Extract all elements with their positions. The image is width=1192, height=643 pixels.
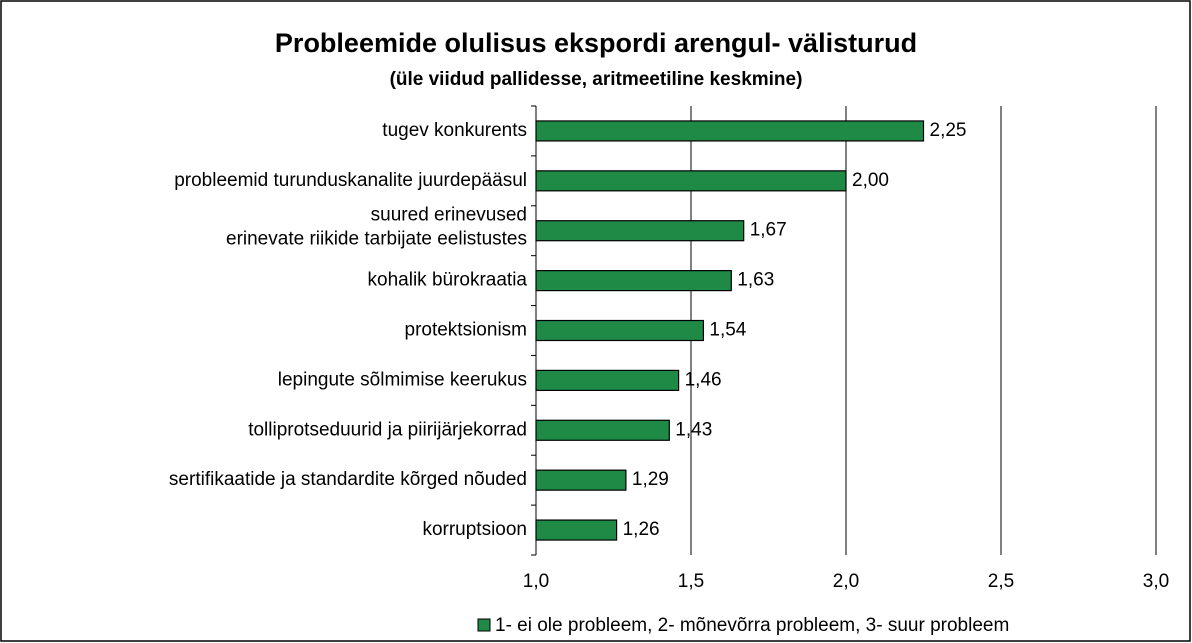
bar [535, 319, 704, 342]
y-tick-label: lepingute sõlmimise keerukus [278, 369, 527, 390]
y-tick-label: tugev konkurents [382, 120, 527, 141]
bar [535, 270, 732, 292]
y-tick-label: suured erinevused [371, 205, 527, 226]
chart-subtitle: (üle viidud pallidesse, aritmeetiline ke… [390, 69, 803, 90]
x-tick-label: 1,5 [678, 571, 704, 592]
value-label: 2,25 [930, 120, 967, 141]
value-label: 1,43 [675, 419, 712, 440]
value-label: 1,54 [709, 320, 746, 341]
y-tick-label: sertifikaatide ja standardite kõrged nõu… [169, 469, 527, 490]
bar [535, 220, 745, 242]
bar [535, 419, 670, 441]
value-label: 1,67 [750, 220, 787, 241]
legend-label: 1- ei ole probleem, 2- mõnevõrra problee… [495, 615, 1009, 636]
legend-swatch [477, 618, 491, 632]
x-tick-label: 1,0 [523, 571, 549, 592]
y-tick-label: protektsionism [405, 320, 528, 341]
x-tick-label: 2,5 [988, 571, 1014, 592]
y-tick-label: tolliprotseduurid ja piirijärjekorrad [248, 419, 527, 440]
y-tick-label: kohalik bürokraatia [368, 270, 528, 291]
y-tick-label: korruptsioon [422, 519, 527, 540]
bar [535, 369, 680, 391]
bar [535, 120, 925, 142]
y-tick-label: erinevate riikide tarbijate eelistustes [226, 229, 527, 250]
y-tick-label: probleemid turunduskanalite juurdepääsul [174, 170, 527, 191]
x-tick-label: 3,0 [1143, 571, 1169, 592]
value-label: 1,46 [685, 369, 722, 390]
value-label: 2,00 [852, 170, 889, 191]
value-label: 1,26 [623, 519, 660, 540]
chart-title: Probleemide olulisus ekspordi arengul- v… [275, 28, 917, 58]
x-tick-label: 2,0 [833, 571, 859, 592]
value-label: 1,29 [632, 469, 669, 490]
bar [535, 519, 618, 541]
bar [535, 170, 847, 192]
value-label: 1,63 [737, 270, 774, 291]
bar [535, 469, 627, 491]
